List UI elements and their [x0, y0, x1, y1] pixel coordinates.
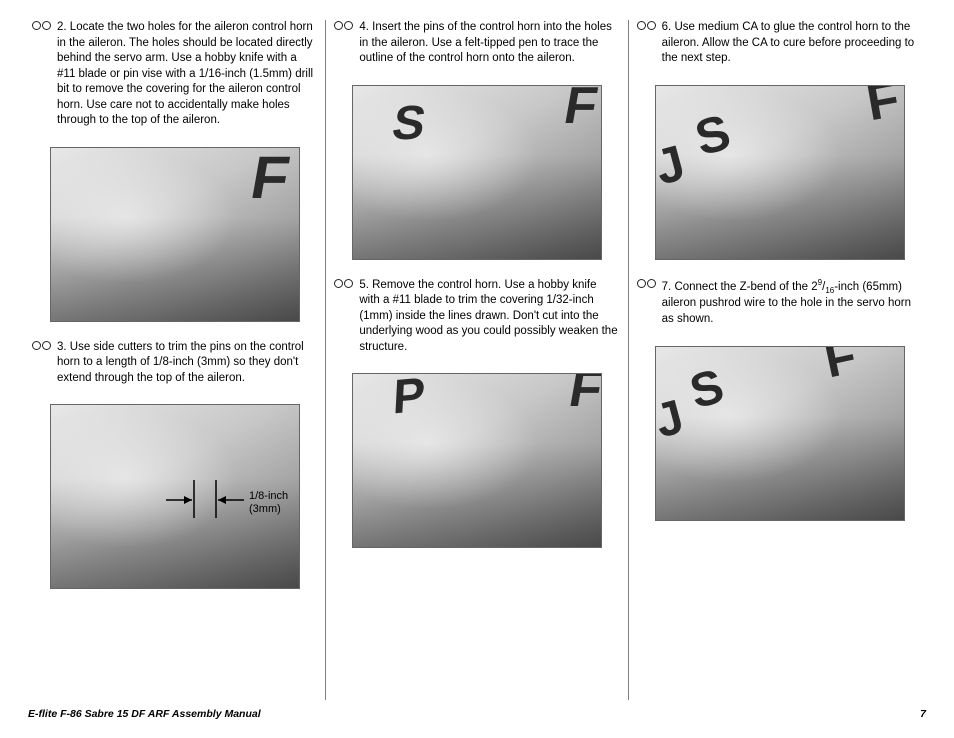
step-text: 4. Insert the pins of the control horn i… [359, 20, 619, 67]
column-1: 2. Locate the two holes for the aileron … [24, 20, 325, 700]
instruction-photo: P F [352, 373, 602, 548]
step-7: 7. Connect the Z-bend of the 29/16-inch … [637, 278, 922, 328]
checkbox-pair [334, 279, 353, 356]
step-text: 3. Use side cutters to trim the pins on … [57, 340, 317, 387]
checkbox-icon [334, 279, 343, 288]
instruction-photo: 1/8-inch (3mm) [50, 404, 300, 589]
checkbox-icon [647, 21, 656, 30]
checkbox-icon [32, 21, 41, 30]
instruction-photo: F [50, 147, 300, 322]
step-text: 6. Use medium CA to glue the control hor… [662, 20, 922, 67]
checkbox-icon [647, 279, 656, 288]
manual-title: E-flite F-86 Sabre 15 DF ARF Assembly Ma… [28, 708, 261, 720]
step-text: 2. Locate the two holes for the aileron … [57, 20, 317, 129]
checkbox-icon [42, 341, 51, 350]
column-layout: 2. Locate the two holes for the aileron … [24, 20, 930, 700]
checkbox-pair [32, 341, 51, 387]
step-3: 3. Use side cutters to trim the pins on … [32, 340, 317, 387]
column-2: 4. Insert the pins of the control horn i… [326, 20, 627, 700]
instruction-photo: S F [352, 85, 602, 260]
step-4: 4. Insert the pins of the control horn i… [334, 20, 619, 67]
checkbox-icon [344, 21, 353, 30]
step-text: 7. Connect the Z-bend of the 29/16-inch … [662, 278, 922, 328]
page-number: 7 [920, 708, 926, 720]
manual-page: 2. Locate the two holes for the aileron … [0, 0, 954, 738]
checkbox-pair [334, 21, 353, 67]
page-footer: E-flite F-86 Sabre 15 DF ARF Assembly Ma… [28, 708, 926, 720]
step-text: 5. Remove the control horn. Use a hobby … [359, 278, 619, 356]
checkbox-pair [637, 279, 656, 328]
column-3: 6. Use medium CA to glue the control hor… [629, 20, 930, 700]
checkbox-icon [637, 279, 646, 288]
instruction-photo: J S F [655, 346, 905, 521]
step-2: 2. Locate the two holes for the aileron … [32, 20, 317, 129]
dimension-label: 1/8-inch (3mm) [249, 490, 288, 516]
checkbox-pair [32, 21, 51, 129]
checkbox-icon [42, 21, 51, 30]
step-6: 6. Use medium CA to glue the control hor… [637, 20, 922, 67]
checkbox-icon [344, 279, 353, 288]
checkbox-icon [334, 21, 343, 30]
step-5: 5. Remove the control horn. Use a hobby … [334, 278, 619, 356]
dimension-arrows-icon [166, 480, 246, 520]
instruction-photo: J S F [655, 85, 905, 260]
checkbox-pair [637, 21, 656, 67]
checkbox-icon [32, 341, 41, 350]
checkbox-icon [637, 21, 646, 30]
